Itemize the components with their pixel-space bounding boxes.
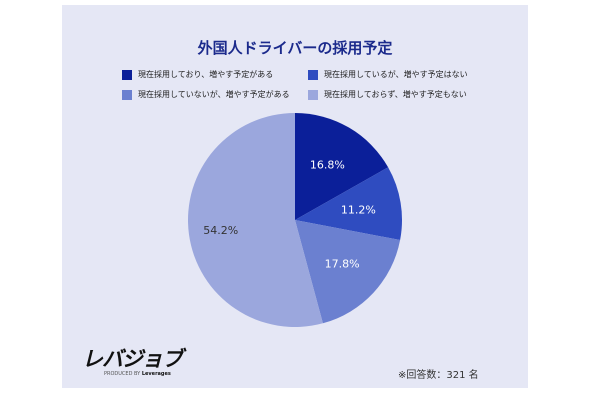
legend: 現在採用しており、増やす予定がある 現在採用しているが、増やす予定はない 現在採… <box>122 69 502 100</box>
legend-item: 現在採用しているが、増やす予定はない <box>308 69 498 80</box>
slice-label: 11.2% <box>341 204 376 217</box>
legend-label: 現在採用しており、増やす予定がある <box>138 70 274 79</box>
pie-slice <box>295 220 401 324</box>
slice-label: 54.2% <box>203 224 238 237</box>
legend-item: 現在採用しており、増やす予定がある <box>122 69 308 80</box>
logo-sub: PRODUCED BY Leverages <box>104 371 171 377</box>
pie-slice <box>295 167 402 241</box>
chart-panel: 外国人ドライバーの採用予定 現在採用しており、増やす予定がある 現在採用している… <box>62 5 528 388</box>
logo-text: レバジョブ <box>82 347 183 371</box>
legend-swatch <box>122 89 132 100</box>
legend-label: 現在採用しておらず、増やす予定もない <box>324 90 467 99</box>
pie-slice <box>187 113 323 327</box>
respondent-count-note: ※回答数：321 名 <box>398 370 479 381</box>
legend-label: 現在採用していないが、増やす予定がある <box>138 90 290 99</box>
legend-item: 現在採用していないが、増やす予定がある <box>122 89 308 100</box>
legend-label: 現在採用しているが、増やす予定はない <box>324 70 468 79</box>
legend-swatch <box>122 69 132 80</box>
chart-title: 外国人ドライバーの採用予定 <box>197 39 393 57</box>
legend-swatch <box>308 89 318 100</box>
legend-swatch <box>308 69 318 80</box>
leverages-logo: レバジョブ PRODUCED BY Leverages <box>82 343 183 377</box>
pie-slice <box>295 113 389 220</box>
slice-label: 16.8% <box>310 159 345 172</box>
pie-chart: 16.8% 11.2% 17.8% 54.2% <box>187 113 402 327</box>
legend-item: 現在採用しておらず、増やす予定もない <box>308 89 498 100</box>
slice-label: 17.8% <box>325 258 360 271</box>
